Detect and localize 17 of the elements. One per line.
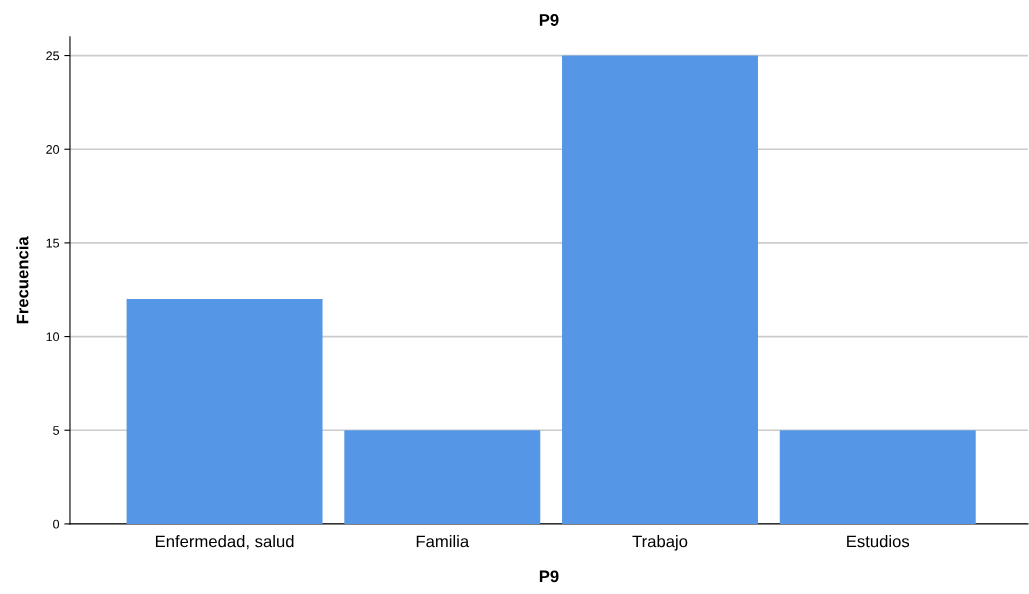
y-tick-label: 20	[46, 145, 60, 154]
chart-title: P9	[539, 14, 559, 26]
y-tick-label: 5	[53, 426, 60, 435]
x-tick-label: Trabajo	[632, 535, 688, 551]
bar	[562, 55, 758, 524]
y-tick-label: 10	[46, 332, 60, 342]
x-axis-title: P9	[539, 570, 559, 583]
bar	[126, 299, 323, 524]
x-tick-label: Estudios	[847, 535, 910, 548]
x-tick-label: Enfermedad, salud	[155, 535, 294, 550]
y-axis-title: Frecuencia	[16, 236, 29, 324]
y-tick-label: 25	[46, 51, 60, 61]
bar	[779, 430, 976, 524]
y-tick-label: 15	[46, 238, 60, 248]
bar	[344, 430, 541, 524]
y-tick-label: 0	[53, 519, 60, 529]
x-tick-label: Familia	[416, 535, 470, 548]
